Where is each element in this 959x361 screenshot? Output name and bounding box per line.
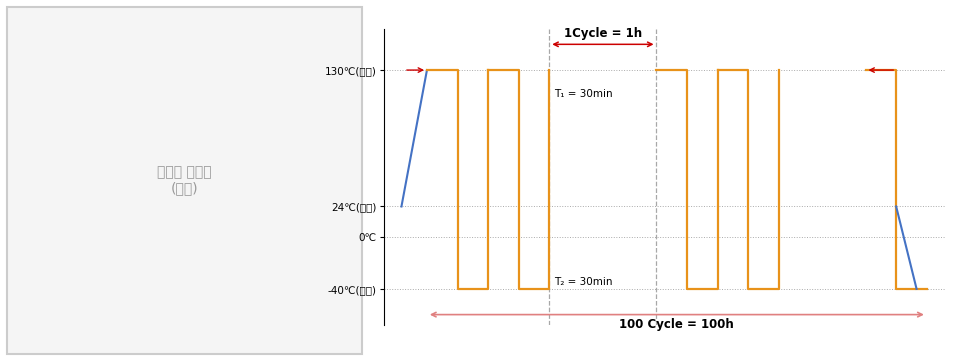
FancyBboxPatch shape [8, 7, 362, 354]
Text: 100 Cycle = 100h: 100 Cycle = 100h [620, 318, 735, 331]
Text: T₂ = 30min: T₂ = 30min [554, 277, 613, 287]
Text: 1Cycle = 1h: 1Cycle = 1h [564, 27, 642, 40]
Text: 열충격 시험기
(사진): 열충격 시험기 (사진) [157, 165, 212, 196]
Text: T₁ = 30min: T₁ = 30min [554, 90, 613, 99]
